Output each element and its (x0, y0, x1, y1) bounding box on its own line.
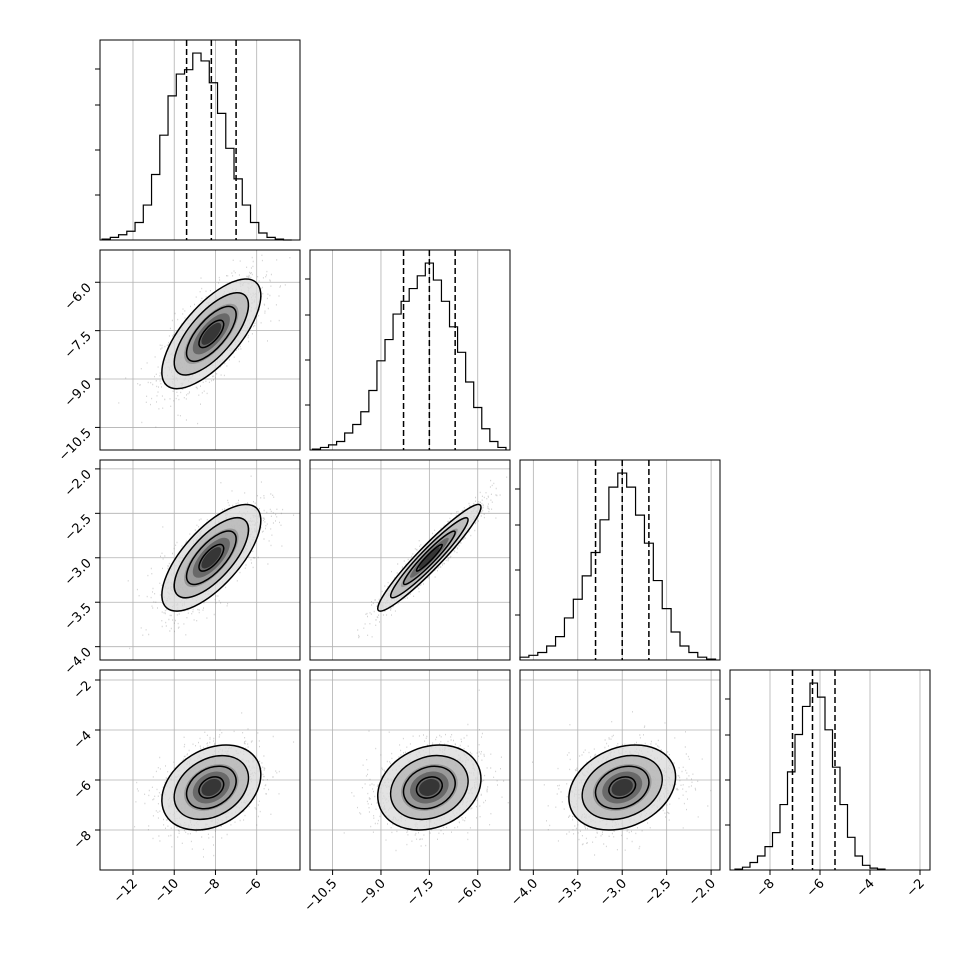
panel-frame (519, 459, 721, 661)
contour-line (173, 517, 250, 599)
panel-frame (99, 249, 301, 451)
contour-line (389, 754, 469, 821)
panel-frame (309, 669, 511, 871)
histogram-panel-2 (515, 459, 721, 661)
density-level (201, 547, 222, 569)
contour-line (594, 765, 650, 810)
contour-line (608, 776, 637, 799)
panel-frame (99, 39, 301, 241)
histogram-step (734, 682, 886, 870)
contour-line (376, 503, 482, 612)
contour-line (415, 776, 444, 799)
density-level (419, 547, 440, 569)
panel-frame (309, 459, 511, 661)
contour-line (402, 765, 456, 810)
contour-line (161, 503, 262, 612)
histogram-step (311, 262, 507, 450)
density-panel-3-0: −8−6−4−2−12 −10 −8 −6 (71, 669, 301, 906)
contour-line (198, 776, 225, 799)
density-level (611, 779, 633, 797)
contour-line (185, 765, 237, 810)
contour-line (581, 754, 663, 821)
histogram-panel-0 (95, 39, 301, 241)
panel-frame (309, 249, 511, 451)
contour-line (389, 517, 469, 599)
density-level (201, 322, 222, 345)
panel-frame (99, 459, 301, 661)
density-level (419, 779, 440, 797)
contour-line (415, 543, 444, 572)
contour-line (185, 530, 237, 586)
panel-frame (519, 669, 721, 871)
density-panel-2-1 (309, 459, 511, 661)
panel-frame (99, 669, 301, 871)
contour-line (376, 744, 482, 831)
contour-line (161, 744, 262, 831)
contour-line (402, 530, 456, 586)
contour-line (173, 291, 250, 376)
histogram-step (101, 52, 292, 241)
contour-line (198, 543, 225, 572)
contour-line (161, 278, 262, 390)
contour-line (198, 319, 225, 349)
histogram-panel-1 (305, 249, 511, 451)
contour-line (568, 744, 677, 831)
contour-line (185, 305, 237, 363)
panel-frame (729, 669, 931, 871)
histogram-step (519, 472, 717, 660)
density-level (201, 778, 222, 796)
contour-line (173, 754, 250, 821)
